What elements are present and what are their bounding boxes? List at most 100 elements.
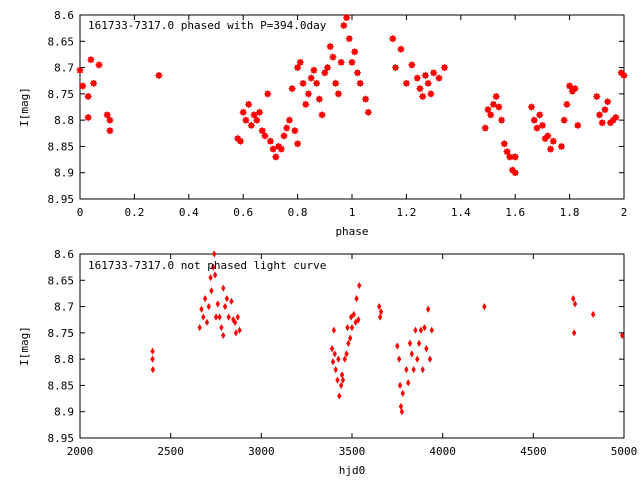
data-point (337, 58, 345, 67)
data-point (221, 284, 226, 292)
data-point (304, 90, 313, 98)
y-tick-label: 8.85 (48, 379, 75, 392)
chart-title: 161733-7317.0 not phased light curve (88, 259, 326, 272)
data-point (221, 331, 226, 340)
data-point (409, 350, 414, 358)
data-point (202, 295, 208, 303)
data-point (574, 121, 582, 130)
x-axis-label: phase (335, 225, 368, 238)
x-tick-label: 3500 (339, 445, 366, 458)
data-point (348, 334, 353, 342)
data-point (495, 103, 503, 111)
y-tick-label: 8.65 (48, 274, 75, 287)
data-point (89, 79, 98, 88)
y-tick-label: 8.8 (54, 114, 74, 127)
data-point (595, 111, 604, 119)
data-point (397, 45, 405, 54)
data-point (344, 350, 349, 358)
data-point (424, 79, 433, 88)
x-axis-label: hjd0 (339, 464, 366, 477)
data-point (398, 402, 404, 411)
data-point (620, 71, 628, 80)
data-point (293, 63, 302, 72)
phased-light-curve-plot: 0 0.2 0.4 0.6 0.8 1 1.2 1.4 1.6 1.8 2 8.6 8.65 8.7 8.7… (18, 9, 628, 238)
data-point (500, 139, 509, 148)
data-points (150, 250, 625, 416)
y-tick-label: 8.75 (48, 88, 75, 101)
x-tick-label: 4500 (520, 445, 547, 458)
data-point (271, 153, 280, 161)
data-point (332, 350, 337, 358)
data-point (299, 79, 307, 88)
data-point (330, 358, 336, 366)
data-point (244, 100, 253, 109)
data-point (282, 124, 291, 132)
data-point (591, 310, 596, 319)
data-point (312, 79, 321, 88)
data-point (212, 271, 218, 279)
data-point (201, 313, 206, 321)
x-tick-label: 1.6 (505, 206, 525, 219)
y-tick-label: 8.85 (48, 140, 75, 153)
data-point (335, 376, 340, 384)
x-tick-label: 4000 (429, 445, 456, 458)
data-point (331, 79, 340, 88)
data-point (326, 42, 335, 51)
data-point (329, 345, 335, 353)
unphased-light-curve-plot: 2000 2500 3000 3500 4000 4500 5000 8.6 8.65 8.7 8.… (18, 248, 637, 477)
data-point (418, 326, 424, 334)
data-point (103, 111, 112, 119)
data-point (407, 61, 416, 69)
data-point (572, 300, 578, 308)
data-point (530, 116, 539, 124)
data-point (396, 355, 402, 363)
data-point (415, 355, 420, 363)
data-point (208, 274, 213, 282)
data-point (377, 313, 383, 321)
x-tick-label: 2 (621, 206, 628, 219)
y-tick-label: 8.7 (54, 62, 74, 75)
data-point (255, 108, 264, 117)
data-point (261, 132, 269, 140)
data-point (356, 316, 361, 324)
data-point (302, 100, 310, 109)
data-point (413, 74, 422, 82)
data-point (402, 79, 411, 88)
data-point (356, 79, 365, 88)
plot-frame (79, 253, 625, 439)
x-tick-label: 0.8 (288, 206, 308, 219)
x-tick-label: 1 (349, 206, 356, 219)
x-tick-label: 5000 (611, 445, 638, 458)
data-point (598, 118, 606, 127)
data-point (338, 381, 344, 390)
data-point (211, 263, 216, 271)
y-tick-label: 8.65 (48, 35, 75, 48)
data-point (377, 302, 382, 311)
data-point (505, 153, 514, 161)
data-point (404, 366, 409, 374)
y-tick-label: 8.75 (48, 327, 75, 340)
data-point (538, 121, 547, 130)
chart-title: 161733-7317.0 phased with P=394.0day (88, 19, 327, 32)
x-tick-label: 2500 (157, 445, 184, 458)
data-point (239, 108, 248, 117)
data-point (226, 313, 231, 321)
data-point (353, 318, 358, 326)
data-point (150, 366, 156, 374)
data-point (247, 121, 256, 130)
data-point (197, 324, 202, 332)
data-point (280, 132, 288, 140)
data-point (535, 111, 544, 119)
data-point (440, 63, 449, 72)
data-point (224, 295, 230, 303)
data-point (349, 324, 355, 332)
data-point (266, 137, 275, 146)
data-point (397, 381, 403, 390)
data-point (560, 116, 569, 124)
data-point (250, 111, 258, 119)
data-point (426, 305, 431, 313)
data-point (511, 168, 520, 177)
data-point (277, 145, 286, 153)
y-tick-label: 8.95 (48, 432, 75, 445)
data-point (357, 281, 362, 290)
